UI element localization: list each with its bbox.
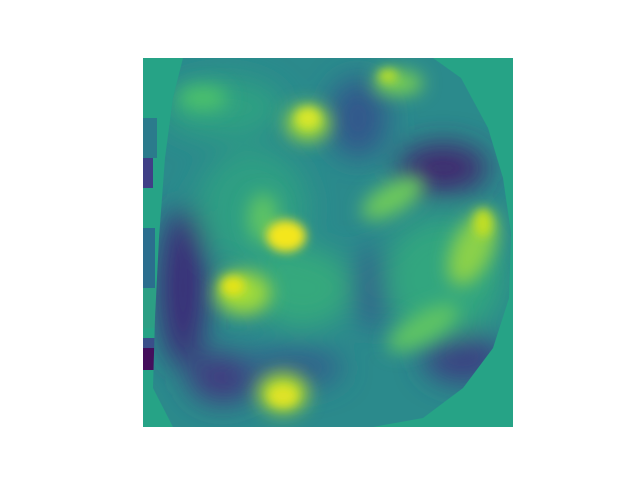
- heatmap-image: [143, 58, 513, 427]
- heatmap-svg: [143, 58, 513, 427]
- brain-region: [143, 58, 513, 427]
